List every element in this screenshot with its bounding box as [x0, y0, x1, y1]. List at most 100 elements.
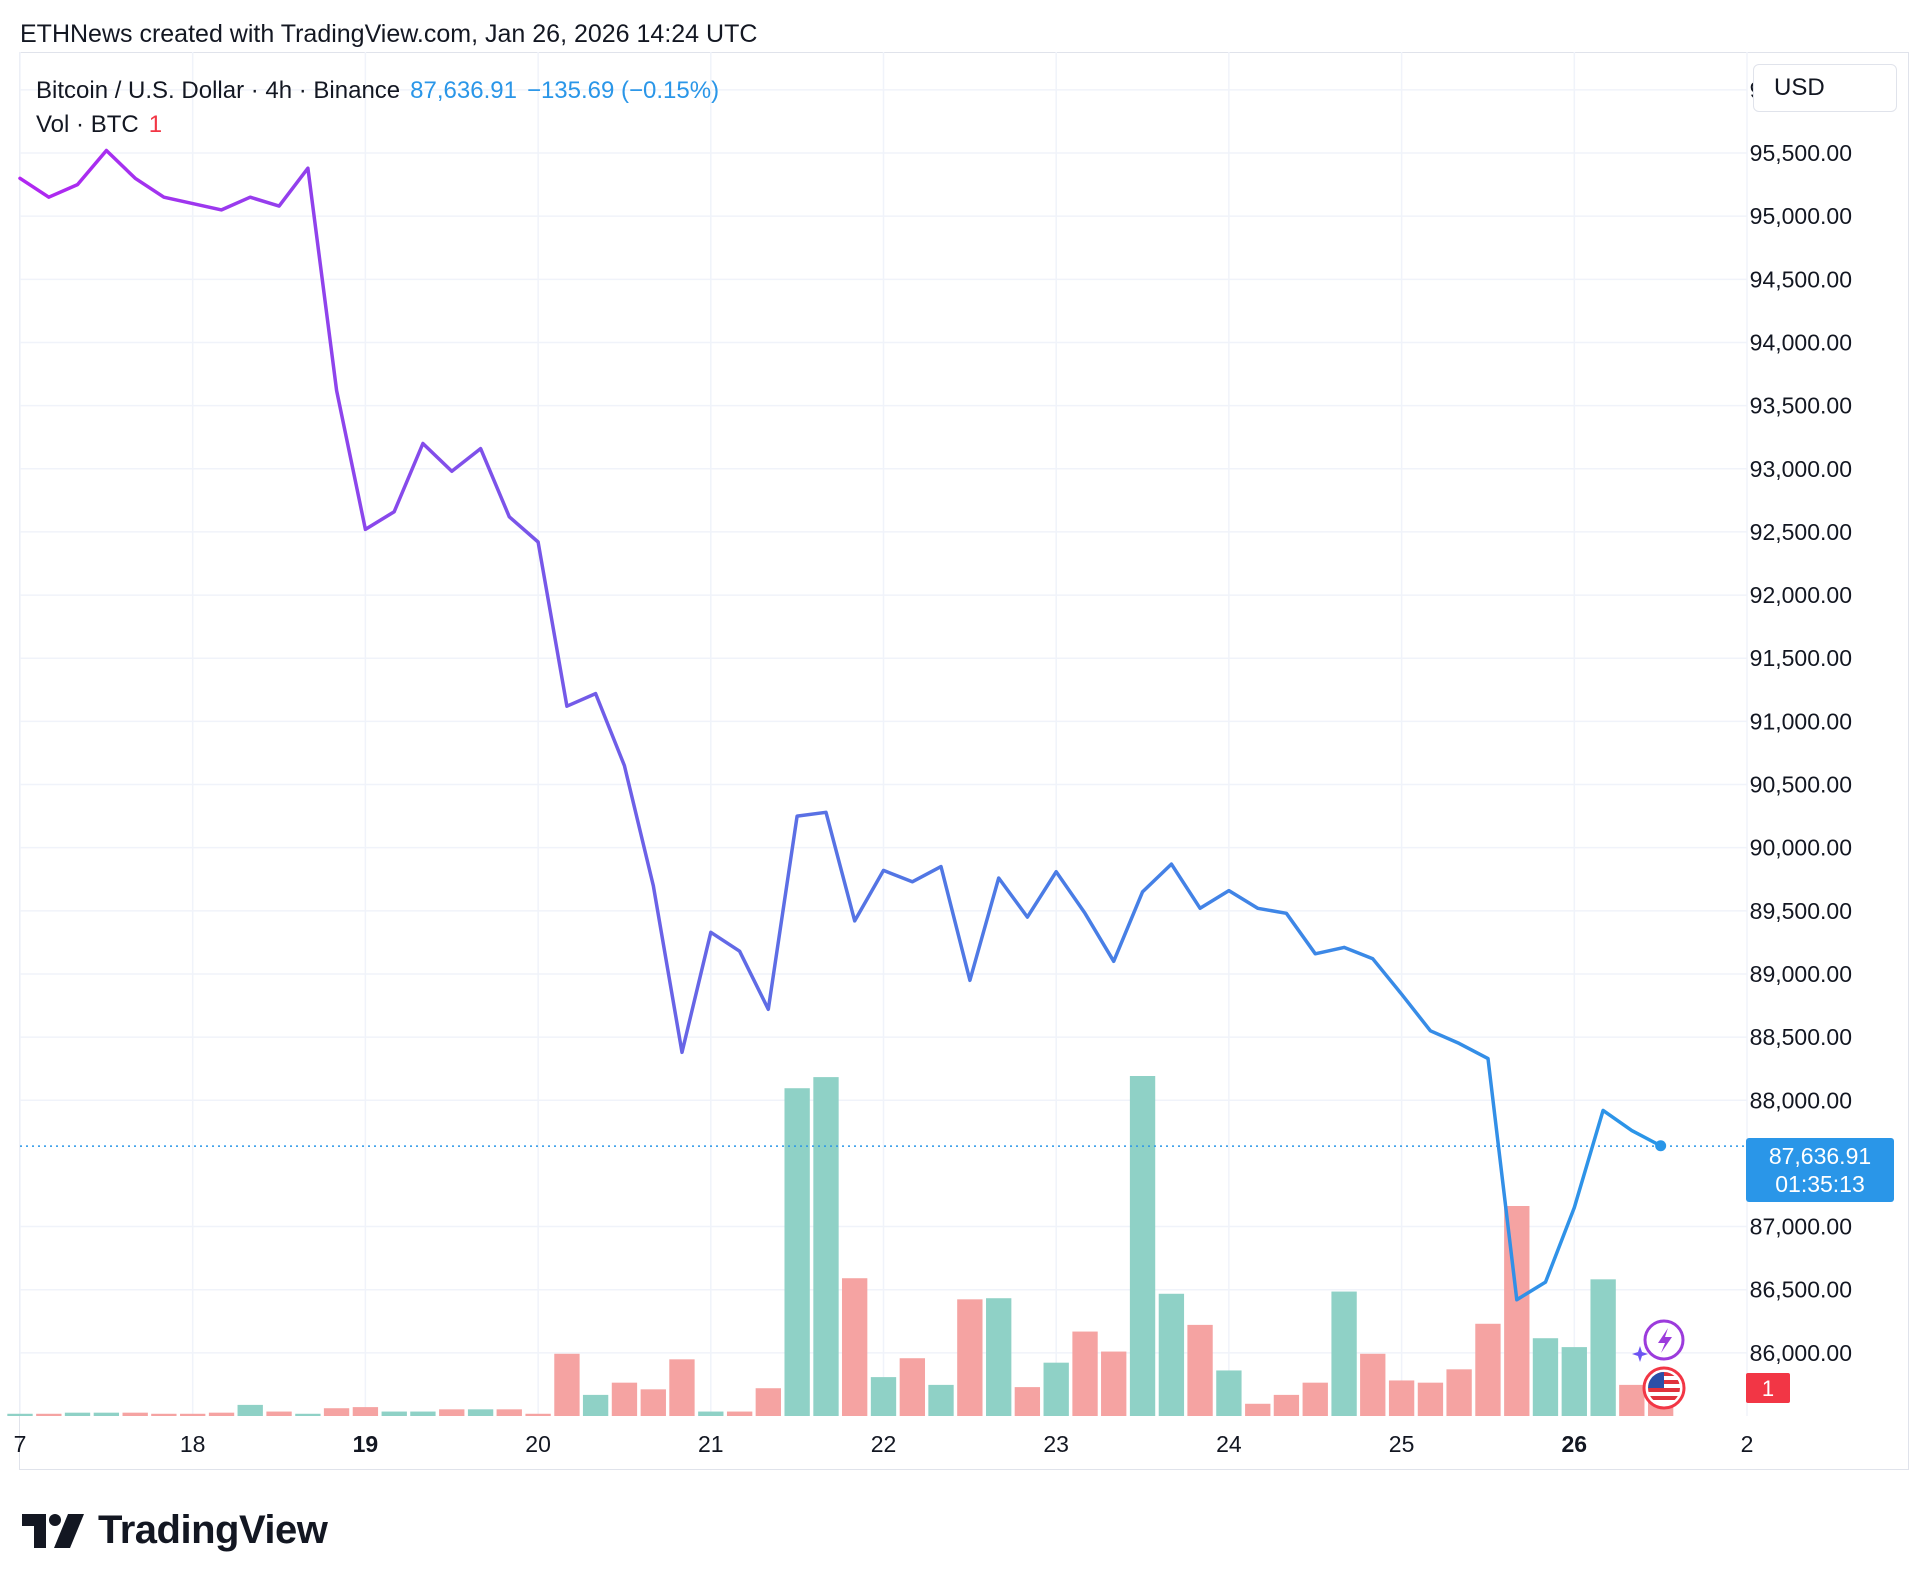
- x-tick-label: 25: [1389, 1431, 1415, 1457]
- volume-bar: [1360, 1353, 1386, 1416]
- tradingview-logo[interactable]: TradingView: [22, 1508, 328, 1553]
- volume-bar: [1043, 1362, 1069, 1416]
- y-tick-label: 95,500.00: [1750, 140, 1852, 166]
- price-tag: 87,636.91 01:35:13: [1746, 1138, 1894, 1202]
- volume-bar: [1273, 1394, 1300, 1416]
- volume-bar: [1446, 1369, 1472, 1416]
- grid-lines: [19, 52, 1748, 1416]
- x-tick-label: 24: [1216, 1431, 1242, 1457]
- volume-bar: [1619, 1384, 1645, 1416]
- volume-bar: [295, 1413, 321, 1416]
- volume-bar: [1302, 1382, 1328, 1416]
- x-tick-label: 22: [871, 1431, 897, 1457]
- volume-bar: [640, 1389, 666, 1416]
- x-tick-label: 26: [1562, 1431, 1588, 1457]
- currency-selector[interactable]: USD: [1753, 64, 1897, 112]
- volume-bar: [1245, 1403, 1271, 1416]
- x-tick-label: 2: [1741, 1431, 1754, 1457]
- volume-bar: [870, 1377, 897, 1416]
- y-axis-labels: 96,000.0095,500.0095,000.0094,500.0094,0…: [1750, 77, 1852, 1366]
- volume-bar: [698, 1411, 724, 1416]
- volume-bar: [410, 1411, 436, 1416]
- price-tag-value: 87,636.91: [1769, 1143, 1871, 1169]
- volume-bar: [1072, 1331, 1098, 1416]
- x-tick-label: 18: [180, 1431, 206, 1457]
- volume-bar: [1417, 1382, 1444, 1416]
- legend-volume-value: 1: [148, 111, 163, 138]
- legend-change: −135.69 (−0.15%): [526, 77, 720, 104]
- volume-bar: [784, 1088, 810, 1416]
- last-price-dot: [1655, 1140, 1667, 1152]
- y-tick-label: 89,000.00: [1750, 961, 1852, 987]
- volume-bar: [726, 1411, 753, 1416]
- volume-bar: [1101, 1351, 1127, 1416]
- volume-bar: [957, 1299, 983, 1416]
- x-tick-label: 19: [353, 1431, 379, 1457]
- y-tick-label: 89,500.00: [1750, 898, 1852, 924]
- volume-bar: [36, 1413, 62, 1416]
- us-flag-icon[interactable]: [1642, 1366, 1686, 1410]
- volume-bar: [1158, 1293, 1185, 1416]
- y-tick-label: 91,500.00: [1750, 645, 1852, 671]
- y-tick-label: 88,500.00: [1750, 1024, 1852, 1050]
- y-tick-label: 93,000.00: [1750, 456, 1852, 482]
- volume-bar: [611, 1382, 638, 1416]
- volume-bar: [266, 1411, 292, 1416]
- volume-bar: [323, 1408, 350, 1416]
- volume-tag: 1: [1746, 1373, 1790, 1403]
- volume-bar: [1014, 1387, 1041, 1416]
- volume-bar: [64, 1412, 91, 1416]
- price-tag-bg: [1746, 1138, 1894, 1202]
- y-tick-label: 94,500.00: [1750, 266, 1852, 292]
- volume-bar: [1388, 1380, 1415, 1416]
- volume-bar: [467, 1409, 494, 1416]
- volume-bar: [1216, 1370, 1242, 1416]
- y-tick-label: 92,000.00: [1750, 582, 1852, 608]
- volume-bar: [1187, 1324, 1213, 1416]
- y-tick-label: 95,000.00: [1750, 203, 1852, 229]
- volume-bar: [122, 1412, 148, 1416]
- x-tick-label: 7: [14, 1431, 27, 1457]
- y-tick-label: 94,000.00: [1750, 329, 1852, 355]
- tradingview-logo-text: TradingView: [98, 1508, 328, 1552]
- lightning-icon[interactable]: [1632, 1319, 1685, 1362]
- volume-bar: [1590, 1279, 1616, 1416]
- x-tick-label: 23: [1043, 1431, 1069, 1457]
- volume-bar: [928, 1384, 954, 1416]
- price-tag-countdown: 01:35:13: [1775, 1171, 1865, 1197]
- volume-bar: [554, 1353, 580, 1416]
- volume-bar: [496, 1409, 522, 1416]
- volume-bar: [899, 1358, 926, 1416]
- tradingview-logo-icon: [22, 1513, 84, 1548]
- price-line: [18, 148, 1663, 1302]
- volume-tag-value: 1: [1762, 1376, 1774, 1401]
- volume-bar: [813, 1077, 839, 1416]
- volume-bar: [582, 1394, 609, 1416]
- volume-bar: [439, 1409, 465, 1416]
- y-tick-label: 93,500.00: [1750, 393, 1852, 419]
- y-tick-label: 88,000.00: [1750, 1087, 1852, 1113]
- volume-bar: [1475, 1323, 1501, 1416]
- volume-bar: [1129, 1076, 1156, 1416]
- volume-bar: [841, 1278, 868, 1416]
- volume-bar: [352, 1407, 379, 1416]
- x-tick-label: 20: [525, 1431, 551, 1457]
- y-tick-label: 91,000.00: [1750, 708, 1852, 734]
- legend-volume-label: Vol · BTC: [36, 111, 139, 138]
- volume-bar: [669, 1359, 695, 1416]
- volume-bar: [986, 1298, 1012, 1416]
- volume-bar: [1532, 1338, 1559, 1416]
- y-tick-label: 90,000.00: [1750, 835, 1852, 861]
- chart-credit-header: ETHNews created with TradingView.com, Ja…: [20, 20, 758, 48]
- y-tick-label: 92,500.00: [1750, 519, 1852, 545]
- y-tick-label: 86,000.00: [1750, 1340, 1852, 1366]
- volume-bar: [1331, 1291, 1357, 1416]
- volume-bar: [381, 1411, 407, 1416]
- y-tick-label: 90,500.00: [1750, 772, 1852, 798]
- volume-tag-bg: [1746, 1373, 1790, 1403]
- volume-bar: [755, 1388, 781, 1416]
- legend-symbol: Bitcoin / U.S. Dollar · 4h · Binance: [36, 77, 401, 104]
- volume-bar: [237, 1404, 263, 1416]
- volume-bar: [93, 1412, 120, 1416]
